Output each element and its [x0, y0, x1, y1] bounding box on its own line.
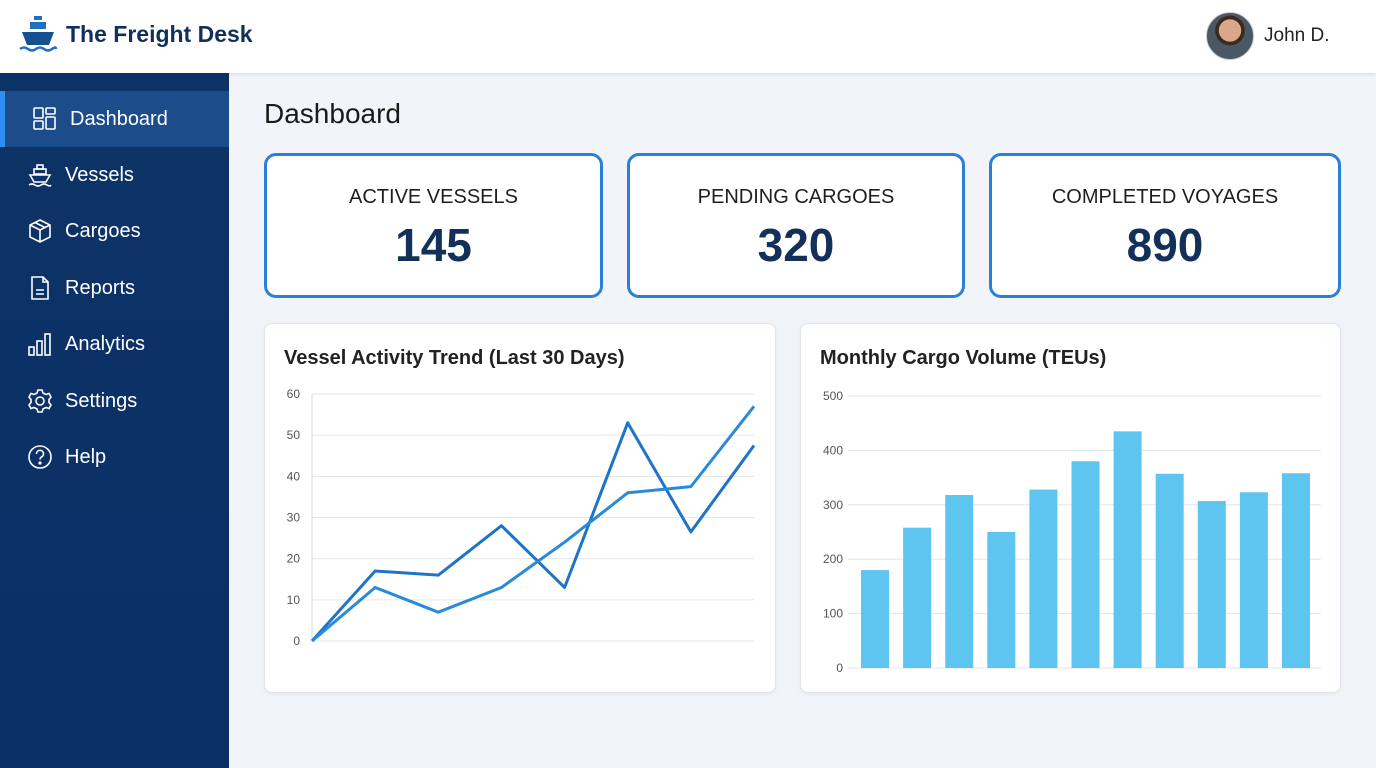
sidebar-item-label: Dashboard [70, 107, 168, 130]
stat-value: 890 [1126, 219, 1204, 271]
y-tick-label: 30 [287, 511, 301, 525]
bar [1197, 500, 1226, 668]
y-tick-label: 400 [823, 443, 843, 457]
gear-icon [28, 389, 52, 413]
document-icon [31, 276, 49, 300]
y-tick-label: 300 [823, 498, 843, 512]
y-tick-label: 40 [287, 469, 301, 483]
bar [1071, 461, 1100, 668]
bar [945, 495, 974, 668]
bar [1113, 431, 1142, 668]
sidebar-item-dashboard[interactable]: Dashboard [0, 91, 229, 147]
bar [1029, 489, 1058, 668]
sidebar-item-analytics[interactable]: Analytics [0, 316, 229, 372]
y-tick-label: 200 [823, 552, 843, 566]
sidebar-item-label: Vessels [65, 163, 134, 186]
user-name[interactable]: John D. [1264, 25, 1330, 46]
stat-card-active-vessels[interactable]: ACTIVE VESSELS 145 [264, 153, 603, 298]
bar [987, 532, 1016, 668]
bar-chart: 0 100 200 300 400 500 [823, 389, 1321, 675]
vessel-activity-chart-card: Vessel Activity Trend (Last 30 Days) 0 10… [264, 323, 776, 693]
sidebar-item-help[interactable]: Help [0, 429, 229, 485]
bar [1281, 473, 1310, 668]
header: The Freight Desk John D. [0, 0, 1376, 73]
sidebar-item-settings[interactable]: Settings [0, 373, 229, 429]
stat-card-pending-cargoes[interactable]: PENDING CARGOES 320 [627, 153, 965, 298]
sidebar-item-reports[interactable]: Reports [0, 260, 229, 316]
sidebar-item-label: Cargoes [65, 219, 141, 242]
y-tick-label: 10 [287, 593, 301, 607]
y-tick-label: 100 [823, 607, 843, 621]
y-tick-label: 500 [823, 389, 843, 403]
line-chart: 0 10 20 30 40 50 60 [287, 387, 756, 648]
sidebar: Dashboard Vessels Cargoes Reports Analyt… [0, 73, 229, 768]
stat-card-completed-voyages[interactable]: COMPLETED VOYAGES 890 [989, 153, 1341, 298]
stat-value: 145 [395, 219, 472, 271]
series-line-1 [310, 421, 756, 643]
stat-label: PENDING CARGOES [697, 186, 895, 208]
box-icon [29, 219, 51, 243]
y-tick-label: 0 [836, 661, 843, 675]
page-title: Dashboard [264, 98, 401, 129]
y-tick-label: 60 [287, 387, 301, 401]
chart-title: Vessel Activity Trend (Last 30 Days) [284, 347, 625, 369]
sidebar-item-label: Settings [65, 389, 138, 412]
y-tick-label: 20 [287, 552, 301, 566]
bar [1155, 473, 1184, 668]
bar [861, 570, 890, 668]
sidebar-item-cargoes[interactable]: Cargoes [0, 203, 229, 259]
y-tick-label: 0 [293, 634, 300, 648]
y-tick-label: 50 [287, 428, 301, 442]
sidebar-item-vessels[interactable]: Vessels [0, 147, 229, 203]
bar [1239, 492, 1268, 668]
bar-chart-icon [28, 333, 51, 356]
ship-icon [28, 164, 52, 187]
dashboard-icon [33, 107, 56, 130]
sidebar-item-label: Reports [65, 276, 136, 299]
avatar[interactable] [1206, 12, 1254, 60]
help-icon [28, 445, 52, 469]
sidebar-item-label: Analytics [65, 332, 146, 355]
ship-logo-icon [19, 16, 58, 52]
cargo-volume-chart-card: Monthly Cargo Volume (TEUs) 0 100 200 300 40… [800, 323, 1341, 693]
sidebar-item-label: Help [65, 445, 107, 468]
series-line-2 [311, 405, 756, 643]
brand-name[interactable]: The Freight Desk [66, 21, 253, 47]
chart-title: Monthly Cargo Volume (TEUs) [820, 347, 1107, 369]
stat-label: COMPLETED VOYAGES [1051, 186, 1279, 208]
bar [903, 527, 932, 668]
stat-value: 320 [757, 219, 835, 271]
stat-label: ACTIVE VESSELS [349, 186, 518, 208]
